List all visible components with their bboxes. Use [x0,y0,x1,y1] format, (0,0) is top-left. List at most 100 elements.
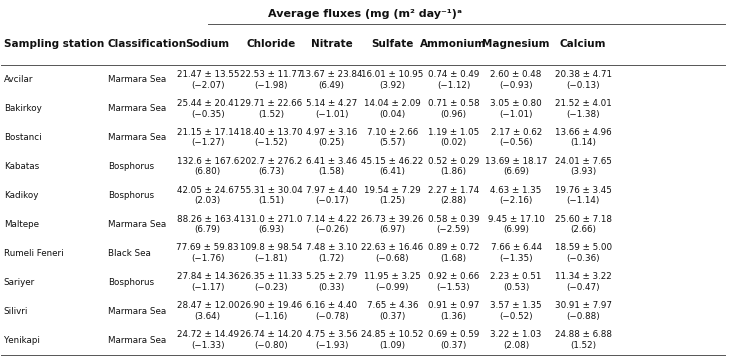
Text: 7.14 ± 4.22: 7.14 ± 4.22 [306,215,357,223]
Text: (−1.53): (−1.53) [437,283,470,292]
Text: 22.53 ± 11.77: 22.53 ± 11.77 [240,70,303,79]
Text: 27.84 ± 14.36: 27.84 ± 14.36 [176,273,239,281]
Text: Avcilar: Avcilar [4,75,33,84]
Text: (−1.17): (−1.17) [191,283,225,292]
Text: Bosphorus: Bosphorus [108,162,154,171]
Text: (−1.33): (−1.33) [191,341,225,350]
Text: (−1.38): (−1.38) [566,110,600,118]
Text: 24.72 ± 14.49: 24.72 ± 14.49 [176,331,239,339]
Text: Chloride: Chloride [246,39,296,49]
Text: 3.22 ± 1.03: 3.22 ± 1.03 [491,331,542,339]
Text: 24.88 ± 6.88: 24.88 ± 6.88 [555,331,612,339]
Text: 7.48 ± 3.10: 7.48 ± 3.10 [306,244,357,252]
Text: (3.92): (3.92) [379,81,405,89]
Text: 18.40 ± 13.70: 18.40 ± 13.70 [240,128,303,136]
Text: (−2.59): (−2.59) [437,226,470,234]
Text: 132.6 ± 167.6: 132.6 ± 167.6 [176,157,239,165]
Text: 2.23 ± 0.51: 2.23 ± 0.51 [491,273,542,281]
Text: 22.63 ± 16.46: 22.63 ± 16.46 [361,244,424,252]
Text: 88.26 ± 163.4: 88.26 ± 163.4 [176,215,239,223]
Text: (−0.47): (−0.47) [566,283,600,292]
Text: Maltepe: Maltepe [4,220,39,229]
Text: 7.97 ± 4.40: 7.97 ± 4.40 [306,186,357,194]
Text: 131.0 ± 271.0: 131.0 ± 271.0 [240,215,303,223]
Text: Rumeli Feneri: Rumeli Feneri [4,249,63,258]
Text: 7.65 ± 4.36: 7.65 ± 4.36 [367,302,418,310]
Text: 26.90 ± 19.46: 26.90 ± 19.46 [240,302,303,310]
Text: (2.88): (2.88) [440,197,467,205]
Text: (−1.52): (−1.52) [254,139,288,147]
Text: Bosphorus: Bosphorus [108,191,154,200]
Text: 0.71 ± 0.58: 0.71 ± 0.58 [428,99,479,108]
Text: (6.93): (6.93) [258,226,284,234]
Text: 11.34 ± 3.22: 11.34 ± 3.22 [555,273,612,281]
Text: 25.60 ± 7.18: 25.60 ± 7.18 [555,215,612,223]
Text: 77.69 ± 59.83: 77.69 ± 59.83 [176,244,239,252]
Text: 19.76 ± 3.45: 19.76 ± 3.45 [555,186,612,194]
Text: 2.17 ± 0.62: 2.17 ± 0.62 [491,128,542,136]
Text: Sariyer: Sariyer [4,278,35,287]
Text: (−0.26): (−0.26) [315,226,348,234]
Text: 4.97 ± 3.16: 4.97 ± 3.16 [306,128,357,136]
Text: 2.27 ± 1.74: 2.27 ± 1.74 [428,186,479,194]
Text: (5.57): (5.57) [379,139,405,147]
Text: 1.19 ± 1.05: 1.19 ± 1.05 [428,128,479,136]
Text: (6.41): (6.41) [379,168,405,176]
Text: (−0.88): (−0.88) [566,312,600,321]
Text: (1.52): (1.52) [570,341,596,350]
Text: Kadikoy: Kadikoy [4,191,38,200]
Text: Sulfate: Sulfate [371,39,413,49]
Text: Kabatas: Kabatas [4,162,39,171]
Text: 2.60 ± 0.48: 2.60 ± 0.48 [491,70,542,79]
Text: (−1.81): (−1.81) [254,254,288,263]
Text: (1.58): (1.58) [319,168,345,176]
Text: 0.52 ± 0.29: 0.52 ± 0.29 [428,157,479,165]
Text: (3.64): (3.64) [195,312,221,321]
Text: 26.73 ± 39.26: 26.73 ± 39.26 [361,215,424,223]
Text: (1.25): (1.25) [379,197,405,205]
Text: 20.38 ± 4.71: 20.38 ± 4.71 [555,70,612,79]
Text: 7.66 ± 6.44: 7.66 ± 6.44 [491,244,542,252]
Text: 42.05 ± 24.67: 42.05 ± 24.67 [176,186,239,194]
Text: 13.69 ± 18.17: 13.69 ± 18.17 [485,157,547,165]
Text: (1.51): (1.51) [258,197,284,205]
Text: (6.80): (6.80) [195,168,221,176]
Text: 28.47 ± 12.00: 28.47 ± 12.00 [176,302,239,310]
Text: (−2.07): (−2.07) [191,81,225,89]
Text: (−0.56): (−0.56) [499,139,533,147]
Text: 5.14 ± 4.27: 5.14 ± 4.27 [306,99,357,108]
Text: 18.59 ± 5.00: 18.59 ± 5.00 [555,244,612,252]
Text: (−0.17): (−0.17) [315,197,348,205]
Text: (−1.98): (−1.98) [254,81,288,89]
Text: (−1.16): (−1.16) [254,312,288,321]
Text: Calcium: Calcium [560,39,607,49]
Text: (1.36): (1.36) [440,312,467,321]
Text: (0.02): (0.02) [440,139,467,147]
Text: (−0.93): (−0.93) [499,81,533,89]
Text: 21.52 ± 4.01: 21.52 ± 4.01 [555,99,612,108]
Text: 9.45 ± 17.10: 9.45 ± 17.10 [488,215,545,223]
Text: (6.79): (6.79) [195,226,221,234]
Text: (−1.35): (−1.35) [499,254,533,263]
Text: 13.67 ± 23.84: 13.67 ± 23.84 [300,70,363,79]
Text: 55.31 ± 30.04: 55.31 ± 30.04 [240,186,303,194]
Text: (6.97): (6.97) [379,226,405,234]
Text: 29.71 ± 22.66: 29.71 ± 22.66 [240,99,303,108]
Text: Marmara Sea: Marmara Sea [108,104,166,113]
Text: 13.66 ± 4.96: 13.66 ± 4.96 [555,128,612,136]
Text: 16.01 ± 10.95: 16.01 ± 10.95 [361,70,424,79]
Text: Marmara Sea: Marmara Sea [108,336,166,345]
Text: 0.91 ± 0.97: 0.91 ± 0.97 [428,302,479,310]
Text: (−0.99): (−0.99) [375,283,409,292]
Text: (−2.16): (−2.16) [499,197,533,205]
Text: 24.01 ± 7.65: 24.01 ± 7.65 [555,157,612,165]
Text: Nitrate: Nitrate [311,39,353,49]
Text: 6.16 ± 4.40: 6.16 ± 4.40 [306,302,357,310]
Text: Marmara Sea: Marmara Sea [108,307,166,316]
Text: 5.25 ± 2.79: 5.25 ± 2.79 [306,273,357,281]
Text: Bostanci: Bostanci [4,133,42,142]
Text: (0.33): (0.33) [319,283,345,292]
Text: (−1.93): (−1.93) [315,341,348,350]
Text: 24.85 ± 10.52: 24.85 ± 10.52 [361,331,424,339]
Text: (0.25): (0.25) [319,139,345,147]
